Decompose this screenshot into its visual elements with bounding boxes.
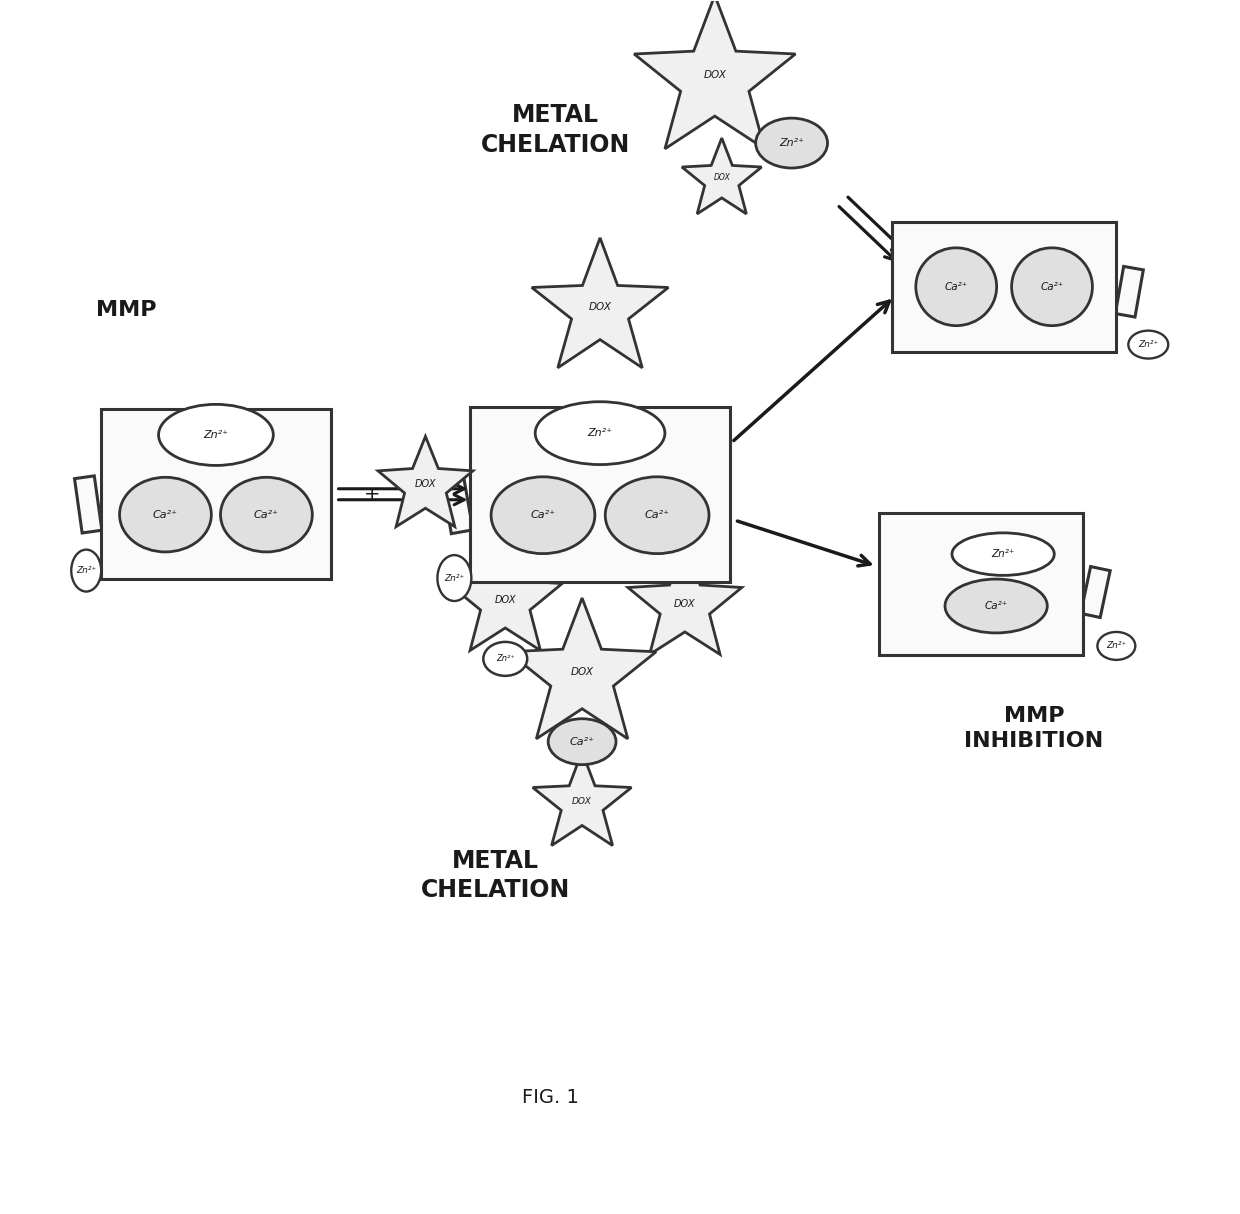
Ellipse shape	[605, 477, 709, 554]
Polygon shape	[627, 546, 742, 654]
Text: FIG. 1: FIG. 1	[522, 1089, 579, 1107]
Text: Ca²⁺: Ca²⁺	[1040, 282, 1064, 291]
Polygon shape	[532, 238, 668, 368]
Text: Zn²⁺: Zn²⁺	[203, 430, 228, 439]
Polygon shape	[1081, 567, 1110, 618]
Text: Zn²⁺: Zn²⁺	[992, 549, 1014, 560]
Ellipse shape	[1012, 248, 1092, 325]
Text: Zn²⁺: Zn²⁺	[496, 654, 515, 663]
Polygon shape	[634, 0, 795, 149]
Ellipse shape	[755, 118, 827, 168]
Text: DOX: DOX	[675, 599, 696, 609]
Text: Ca²⁺: Ca²⁺	[254, 510, 279, 520]
Text: +: +	[365, 484, 381, 504]
Text: Ca²⁺: Ca²⁺	[985, 601, 1008, 611]
Ellipse shape	[221, 477, 312, 552]
Text: DOX: DOX	[703, 70, 727, 80]
Text: Zn²⁺: Zn²⁺	[588, 429, 613, 438]
Text: DOX: DOX	[414, 480, 436, 489]
Text: Zn²⁺: Zn²⁺	[779, 138, 804, 148]
Text: Ca²⁺: Ca²⁺	[153, 510, 179, 520]
Ellipse shape	[1128, 330, 1168, 358]
Ellipse shape	[491, 477, 595, 554]
Text: DOX: DOX	[589, 302, 611, 312]
Text: DOX: DOX	[713, 174, 730, 182]
Polygon shape	[449, 543, 562, 651]
Text: Zn²⁺: Zn²⁺	[76, 566, 97, 575]
Ellipse shape	[1097, 632, 1136, 660]
Ellipse shape	[119, 477, 211, 552]
Text: DOX: DOX	[572, 798, 591, 806]
Bar	[470, 407, 730, 582]
Text: METAL
CHELATION: METAL CHELATION	[420, 849, 570, 902]
Ellipse shape	[159, 404, 273, 465]
Polygon shape	[508, 599, 656, 739]
Text: Zn²⁺: Zn²⁺	[444, 573, 465, 583]
Text: DOX: DOX	[495, 595, 516, 605]
Polygon shape	[378, 436, 472, 527]
Text: Ca²⁺: Ca²⁺	[531, 510, 556, 521]
Polygon shape	[441, 476, 472, 534]
Ellipse shape	[916, 248, 997, 325]
Ellipse shape	[438, 555, 471, 601]
Bar	[102, 409, 331, 579]
Polygon shape	[533, 751, 631, 845]
Ellipse shape	[945, 579, 1048, 632]
Bar	[892, 222, 1116, 352]
Text: MMP
INHIBITION: MMP INHIBITION	[965, 707, 1104, 751]
Ellipse shape	[484, 642, 527, 676]
Text: Zn²⁺: Zn²⁺	[1106, 641, 1126, 651]
Text: Ca²⁺: Ca²⁺	[569, 737, 595, 747]
Text: Ca²⁺: Ca²⁺	[645, 510, 670, 521]
Ellipse shape	[952, 533, 1054, 575]
Text: Zn²⁺: Zn²⁺	[1138, 340, 1158, 350]
Polygon shape	[682, 138, 761, 214]
Polygon shape	[1115, 266, 1143, 317]
Text: Ca²⁺: Ca²⁺	[945, 282, 968, 291]
Text: MMP: MMP	[95, 300, 156, 319]
Polygon shape	[74, 476, 102, 533]
Ellipse shape	[71, 550, 102, 591]
Bar	[879, 514, 1084, 654]
Ellipse shape	[536, 402, 665, 465]
Text: DOX: DOX	[570, 666, 594, 677]
Text: METAL
CHELATION: METAL CHELATION	[481, 103, 630, 157]
Ellipse shape	[548, 719, 616, 765]
